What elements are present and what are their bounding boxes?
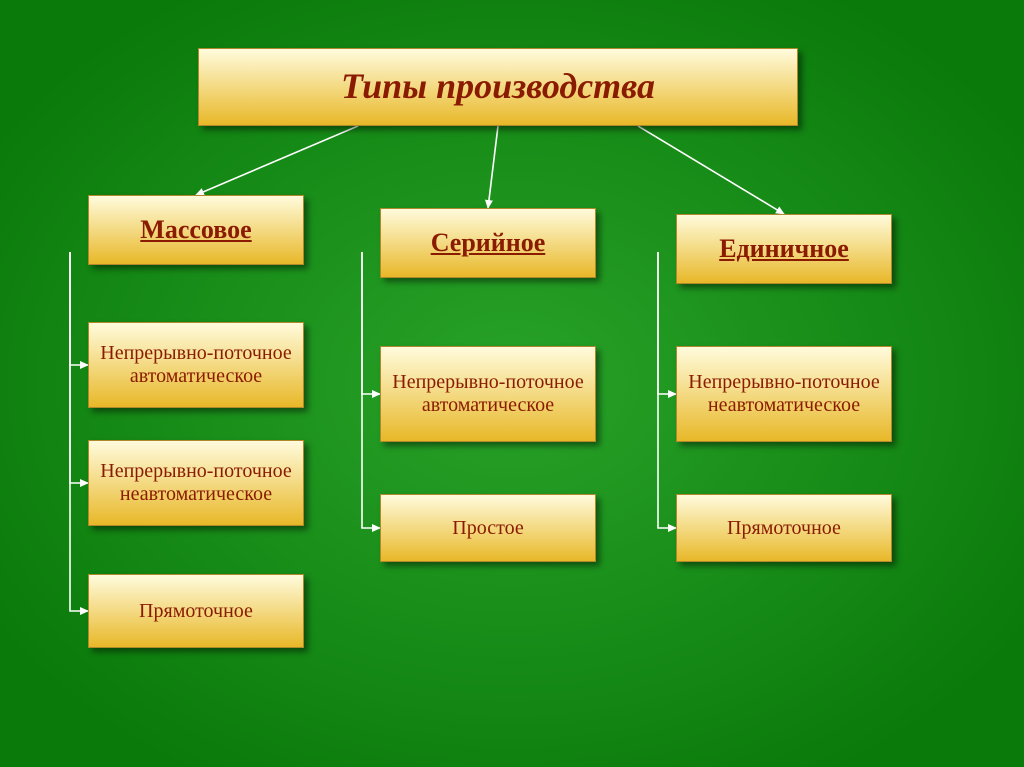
connector-arrow	[658, 252, 676, 394]
node-label: Непрерывно-поточное неавтоматическое	[685, 371, 883, 417]
connector-arrow	[362, 252, 380, 528]
node-label: Серийное	[431, 228, 546, 258]
node-label: Непрерывно-поточное автоматическое	[389, 371, 587, 417]
connector-arrow	[488, 126, 498, 208]
connector-arrow	[70, 252, 88, 611]
connector-arrow	[362, 252, 380, 394]
connector-arrow	[196, 126, 358, 195]
node-serial-2: Простое	[380, 494, 596, 562]
node-label: Массовое	[140, 215, 251, 245]
node-single-1: Непрерывно-поточное неавтоматическое	[676, 346, 892, 442]
node-single-2: Прямоточное	[676, 494, 892, 562]
node-label: Прямоточное	[139, 600, 253, 623]
node-mass-2: Непрерывно-поточное неавтоматическое	[88, 440, 304, 526]
connector-arrow	[70, 252, 88, 483]
connector-arrow	[70, 252, 88, 365]
connector-arrow	[658, 252, 676, 528]
node-label: Прямоточное	[727, 517, 841, 540]
slide-stage: Типы производства Массовое Серийное Единич…	[0, 0, 1024, 767]
node-label: Непрерывно-поточное автоматическое	[97, 342, 295, 388]
node-single: Единичное	[676, 214, 892, 284]
node-label: Простое	[452, 517, 523, 540]
node-serial: Серийное	[380, 208, 596, 278]
node-serial-1: Непрерывно-поточное автоматическое	[380, 346, 596, 442]
node-label: Единичное	[719, 234, 849, 264]
node-mass: Массовое	[88, 195, 304, 265]
node-mass-1: Непрерывно-поточное автоматическое	[88, 322, 304, 408]
node-mass-3: Прямоточное	[88, 574, 304, 648]
title-text: Типы производства	[341, 66, 655, 107]
node-label: Непрерывно-поточное неавтоматическое	[97, 460, 295, 506]
connector-arrow	[638, 126, 784, 214]
title-box: Типы производства	[198, 48, 798, 126]
